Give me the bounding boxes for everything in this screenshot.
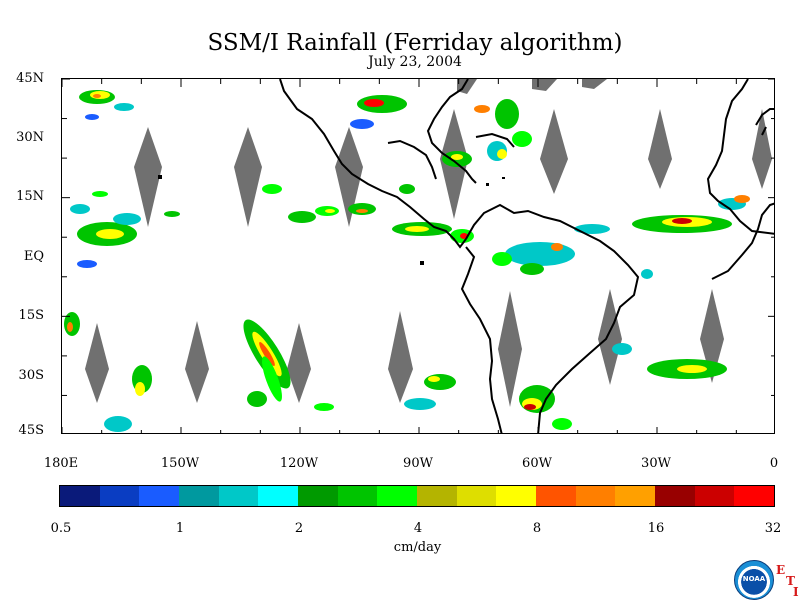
lon-label-30w: 30W bbox=[641, 456, 671, 471]
colorbar-tick-1: 1 bbox=[175, 521, 185, 536]
lat-label-30n: 30N bbox=[16, 130, 44, 145]
colorbar-tick-16: 16 bbox=[647, 521, 665, 536]
lat-label-15s: 15S bbox=[18, 308, 44, 323]
rainfall-patches bbox=[64, 90, 750, 432]
lat-label-15n: 15N bbox=[16, 189, 44, 204]
colorbar-segment bbox=[179, 486, 219, 506]
colorbar-segment bbox=[694, 486, 735, 506]
logo-mark-t: T bbox=[786, 574, 795, 588]
colorbar-segment bbox=[377, 486, 418, 506]
colorbar-segment bbox=[734, 486, 775, 506]
colorbar-segment bbox=[258, 486, 299, 506]
colorbar-tick-0-5: 0.5 bbox=[50, 521, 72, 536]
logo-mark-e: E bbox=[776, 563, 786, 577]
no-data-swaths bbox=[85, 79, 772, 407]
colorbar-segment bbox=[218, 486, 259, 506]
coastlines bbox=[279, 79, 774, 433]
colorbar-segment bbox=[417, 486, 457, 506]
lon-label-180e: 180E bbox=[43, 456, 79, 471]
logo-mark-i: I bbox=[793, 585, 799, 599]
colorbar-tick-4: 4 bbox=[413, 521, 423, 536]
colorbar-segment bbox=[139, 486, 180, 506]
colorbar-tick-32: 32 bbox=[764, 521, 782, 536]
colorbar-segment bbox=[615, 486, 656, 506]
lon-label-60w: 60W bbox=[522, 456, 552, 471]
colorbar-segment bbox=[298, 486, 338, 506]
colorbar-segment bbox=[536, 486, 576, 506]
colorbar-tick-8: 8 bbox=[532, 521, 542, 536]
lat-label-30s: 30S bbox=[18, 368, 44, 383]
rainfall-map bbox=[61, 78, 775, 434]
colorbar-segment bbox=[60, 486, 100, 506]
map-title: SSM/I Rainfall (Ferriday algorithm) bbox=[207, 30, 623, 56]
lat-label-45s: 45S bbox=[18, 423, 44, 438]
colorbar-segment bbox=[456, 486, 497, 506]
colorbar-segment bbox=[496, 486, 537, 506]
lon-label-90w: 90W bbox=[403, 456, 433, 471]
islands bbox=[158, 175, 505, 265]
rainfall-colorbar bbox=[59, 485, 775, 507]
graticule-ticks bbox=[62, 79, 774, 433]
rainfall-map-canvas bbox=[62, 79, 774, 433]
colorbar-segment bbox=[575, 486, 616, 506]
lon-label-120w: 120W bbox=[279, 456, 319, 471]
colorbar-segment bbox=[655, 486, 695, 506]
colorbar-units: cm/day bbox=[393, 540, 442, 555]
lat-label-eq: EQ bbox=[23, 249, 44, 264]
noaa-logo: NOAA bbox=[734, 560, 774, 600]
lon-label-0: 0 bbox=[769, 456, 779, 471]
map-date: July 23, 2004 bbox=[368, 54, 462, 70]
colorbar-tick-2: 2 bbox=[294, 521, 304, 536]
colorbar-segment bbox=[99, 486, 140, 506]
lon-label-150w: 150W bbox=[160, 456, 200, 471]
lat-label-45n: 45N bbox=[16, 71, 44, 86]
colorbar-segment bbox=[337, 486, 378, 506]
